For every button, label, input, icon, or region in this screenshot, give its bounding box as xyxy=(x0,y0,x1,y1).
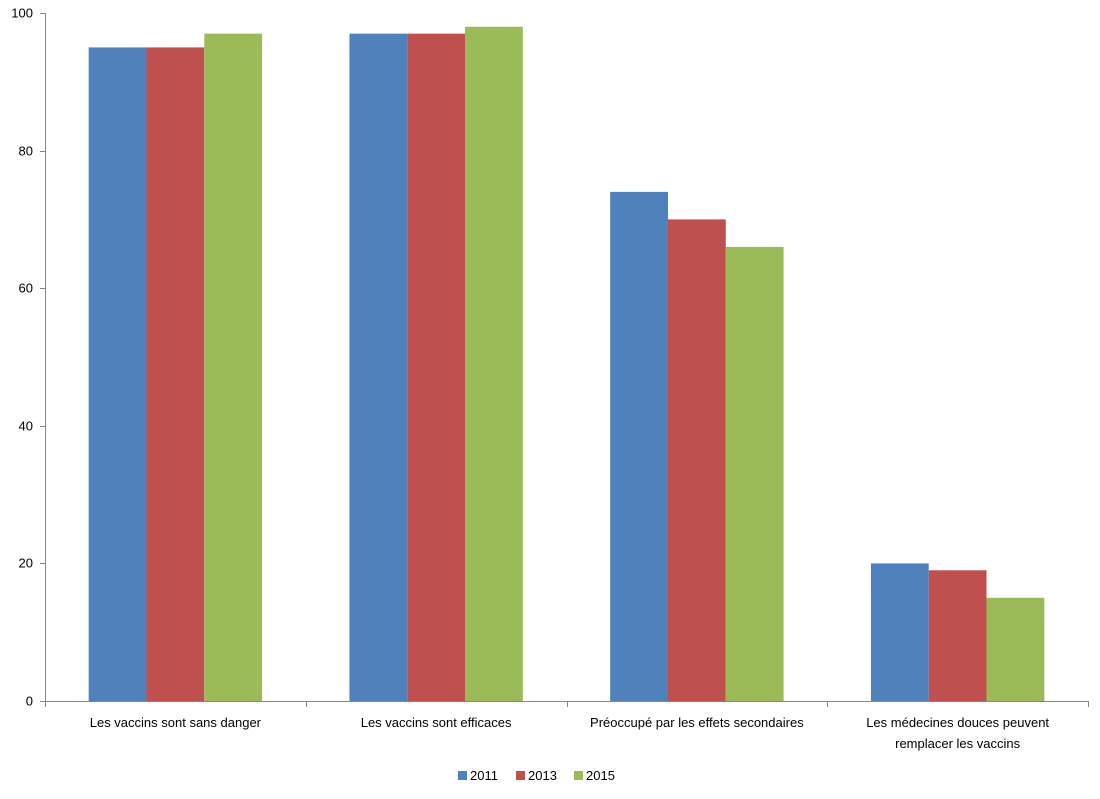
bar-2011-4 xyxy=(870,563,929,701)
legend-label-2015: 2015 xyxy=(586,768,615,783)
y-tick-label: 40 xyxy=(19,419,33,434)
x-tick-label-line: remplacer les vaccins xyxy=(895,736,1020,751)
legend-label-2013: 2013 xyxy=(528,768,557,783)
bars xyxy=(88,26,1045,702)
legend-swatch-2011 xyxy=(458,771,467,780)
legend-label-2011: 2011 xyxy=(470,768,498,783)
y-tick-label: 0 xyxy=(26,694,33,709)
bar-2013-3 xyxy=(667,219,726,701)
bar-2011-1 xyxy=(88,47,147,701)
x-tick-label-line: Les vaccins sont sans danger xyxy=(90,715,262,730)
legend-swatch-2015 xyxy=(574,771,583,780)
legend: 2011 2013 2015 xyxy=(458,768,615,783)
bar-2015-3 xyxy=(725,246,784,702)
x-tick-label-line: Les vaccins sont efficaces xyxy=(361,715,512,730)
bar-2015-1 xyxy=(204,33,263,701)
y-tick-label: 60 xyxy=(19,281,33,296)
legend-swatch-2013 xyxy=(516,771,525,780)
y-tick-label: 80 xyxy=(19,144,33,159)
bar-2013-1 xyxy=(146,47,205,701)
bar-2011-3 xyxy=(610,191,668,701)
x-tick-label: Préoccupé par les effets secondaires xyxy=(590,715,804,730)
bar-2013-4 xyxy=(928,570,987,701)
x-tick-label: Les vaccins sont efficaces xyxy=(361,715,512,730)
x-axis: Les vaccins sont sans danger Les vaccins … xyxy=(45,701,1089,751)
bar-2013-2 xyxy=(407,33,466,701)
x-tick-label-line: Les médecines douces peuvent xyxy=(866,715,1049,730)
y-axis: 0 20 40 60 80 100 xyxy=(11,6,46,709)
bar-2011-2 xyxy=(349,33,408,701)
bar-2015-4 xyxy=(986,597,1045,701)
y-tick-label: 20 xyxy=(19,556,33,571)
x-tick-label: Les médecines douces peuvent remplacer le… xyxy=(866,715,1049,751)
x-tick-label: Les vaccins sont sans danger xyxy=(90,715,262,730)
x-tick-label-line: Préoccupé par les effets secondaires xyxy=(590,715,804,730)
y-tick-label: 100 xyxy=(11,6,33,21)
bar-2015-2 xyxy=(465,26,523,701)
